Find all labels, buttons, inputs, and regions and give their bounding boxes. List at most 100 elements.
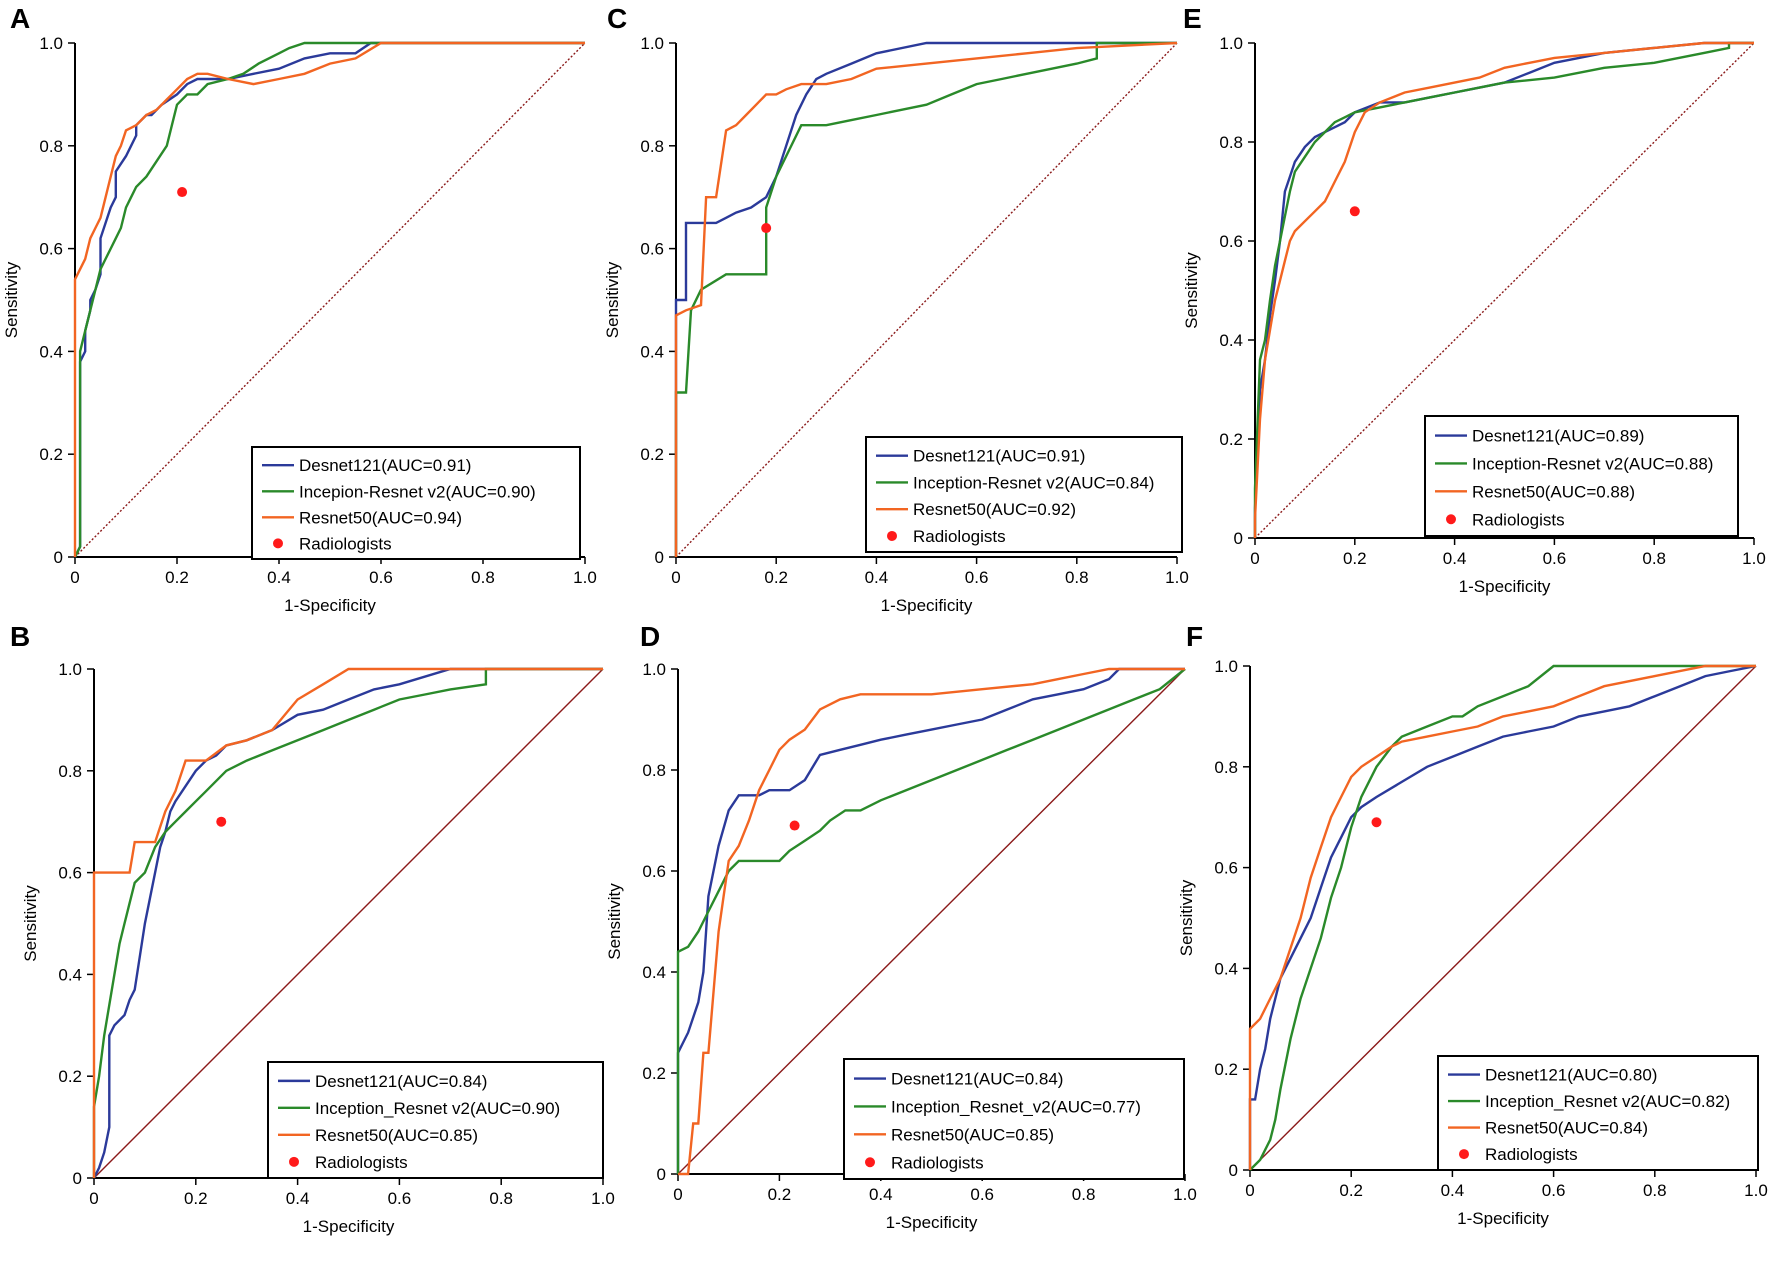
x-tick-label: 0.6 (369, 568, 393, 587)
roc-curve-desnet121 (676, 667, 1185, 1174)
x-axis-label: 1-Specificity (1457, 1209, 1549, 1228)
legend-box (251, 446, 581, 560)
roc-curve-inception-resnet-v2 (676, 668, 1186, 1174)
x-axis-label: 1-Specificity (303, 1217, 395, 1236)
legend-item: Resnet50(AUC=0.85) (891, 1125, 1054, 1144)
y-tick-label: 1.0 (1214, 657, 1238, 676)
roc-curve-desnet121 (1253, 41, 1754, 538)
y-tick-label: 0.6 (642, 862, 666, 881)
roc-curve-resnet50 (1253, 41, 1754, 538)
x-tick-label: 1.0 (573, 568, 597, 587)
radiologists-point (761, 223, 772, 234)
legend-box (1437, 1055, 1759, 1171)
roc-curve-desnet121 (92, 667, 603, 1179)
reference-diagonal (1249, 665, 1757, 1171)
y-tick-label: 1.0 (58, 660, 82, 679)
panel-a: A 0 0.2 0.4 0.6 0.8 1.0 0 0.2 0.4 0.6 0.8 1.0 1-Speci… (2, 3, 597, 615)
y-tick-label: 0.8 (642, 761, 666, 780)
x-tick-label: 0.4 (865, 568, 889, 587)
legend-item: Radiologists (315, 1153, 408, 1172)
x-tick-label: 0 (673, 1185, 682, 1204)
x-tick-label: 0 (89, 1189, 98, 1208)
legend-item: Radiologists (1472, 510, 1565, 529)
legend-item: Resnet50(AUC=0.94) (299, 508, 462, 527)
legend-item: Desnet121(AUC=0.84) (891, 1070, 1063, 1089)
y-tick-label: 0 (655, 548, 664, 567)
legend-swatch-radiologists (1446, 514, 1456, 525)
roc-curve-desnet121 (73, 41, 585, 558)
roc-curve-resnet50 (674, 41, 1178, 557)
legend-item: Radiologists (891, 1153, 984, 1172)
radiologists-point (216, 816, 227, 827)
reference-diagonal (74, 42, 586, 558)
y-axis-label: Sensitivity (2, 261, 21, 338)
legend-item: Resnet50(AUC=0.88) (1472, 482, 1635, 501)
legend-item: Desnet121(AUC=0.91) (913, 447, 1085, 466)
legend-item: Desnet121(AUC=0.89) (1472, 427, 1644, 446)
y-tick-label: 1.0 (642, 660, 666, 679)
radiologists-point (177, 187, 188, 198)
panel-label-c: C (607, 3, 627, 34)
legend: Desnet121(AUC=0.91) Incepion-Resnet v2(AU… (251, 446, 581, 560)
roc-curve-resnet50 (73, 41, 585, 557)
y-axis-label: Sensitivity (605, 883, 624, 960)
y-tick-label: 0.8 (39, 137, 63, 156)
x-tick-label: 0.2 (764, 568, 788, 587)
y-axis-label: Sensitivity (1177, 879, 1196, 956)
y-tick-label: 0.6 (640, 240, 664, 259)
y-tick-label: 0 (657, 1165, 666, 1184)
y-tick-label: 0.4 (58, 965, 82, 984)
x-tick-label: 0.8 (1065, 568, 1089, 587)
y-axis-label: Sensitivity (603, 261, 622, 338)
y-axis-label: Sensitivity (1182, 252, 1201, 329)
x-tick-label: 0.2 (165, 568, 189, 587)
panel-label-e: E (1183, 3, 1202, 34)
x-tick-label: 1.0 (1165, 568, 1189, 587)
y-tick-label: 0.4 (1214, 959, 1238, 978)
legend-item: Desnet121(AUC=0.80) (1485, 1066, 1657, 1085)
y-tick-label: 0.6 (39, 240, 63, 259)
x-tick-label: 0.4 (1443, 549, 1467, 568)
y-axis-label: Sensitivity (21, 885, 40, 962)
y-tick-label: 0.8 (1219, 133, 1243, 152)
y-tick-label: 0.8 (1214, 758, 1238, 777)
y-tick-label: 0.2 (39, 445, 63, 464)
y-tick-label: 0.2 (58, 1067, 82, 1086)
y-tick-label: 1.0 (640, 34, 664, 53)
panel-b: B 0 0.2 0.4 0.6 0.8 1.0 0 0.2 0.4 0.6 0.8 1.0 1-Speci… (10, 621, 615, 1236)
reference-diagonal (677, 668, 1186, 1175)
x-tick-label: 0.4 (286, 1189, 310, 1208)
legend-box (865, 436, 1183, 553)
panel-label-a: A (10, 3, 30, 34)
roc-curve-incepion-resnet-v2 (73, 41, 585, 558)
legend-item: Radiologists (1485, 1145, 1578, 1164)
legend-item: Inception_Resnet_v2(AUC=0.77) (891, 1097, 1141, 1116)
radiologists-point (789, 820, 800, 831)
x-tick-label: 0.8 (471, 568, 495, 587)
roc-curve-desnet121 (674, 41, 1177, 557)
x-tick-label: 0.2 (1343, 549, 1367, 568)
legend: Desnet121(AUC=0.84) Inception_Resnet v2(A… (267, 1061, 604, 1179)
x-tick-label: 1.0 (1742, 549, 1766, 568)
x-axis-label: 1-Specificity (1459, 577, 1551, 596)
panel-label-d: D (640, 621, 660, 652)
y-tick-label: 0.2 (642, 1064, 666, 1083)
legend-box (267, 1061, 604, 1179)
panel-c: C 0 0.2 0.4 0.6 0.8 1.0 0 0.2 0.4 0.6 0.8 1.0 1-Speci… (603, 3, 1189, 615)
legend-item: Desnet121(AUC=0.91) (299, 456, 471, 475)
legend-swatch-radiologists (289, 1156, 299, 1167)
x-axis-label: 1-Specificity (886, 1213, 978, 1232)
legend-swatch-radiologists (1459, 1149, 1469, 1160)
y-tick-label: 0 (54, 548, 63, 567)
y-tick-label: 0 (73, 1169, 82, 1188)
panel-e: E 0 0.2 0.4 0.6 0.8 1.0 0 0.2 0.4 0.6 0.8 1.0 1-Speci… (1182, 3, 1766, 596)
x-tick-label: 0.6 (970, 1185, 994, 1204)
y-tick-label: 0.4 (39, 342, 63, 361)
panel-label-f: F (1186, 621, 1203, 652)
y-tick-label: 0.2 (1214, 1060, 1238, 1079)
x-axis-label: 1-Specificity (881, 596, 973, 615)
legend-item: Resnet50(AUC=0.85) (315, 1126, 478, 1145)
roc-curve-resnet50 (92, 667, 603, 1178)
x-tick-label: 1.0 (1173, 1185, 1197, 1204)
x-tick-label: 0.8 (1643, 1181, 1667, 1200)
